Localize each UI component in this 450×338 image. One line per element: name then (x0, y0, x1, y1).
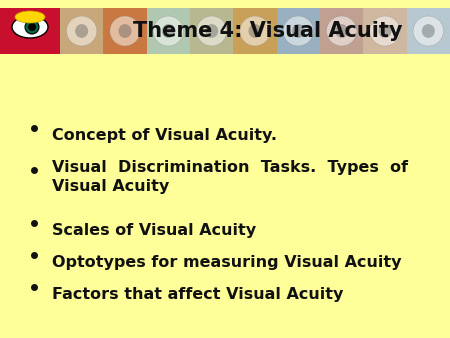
Ellipse shape (327, 16, 357, 46)
Ellipse shape (370, 16, 400, 46)
Text: Concept of Visual Acuity.: Concept of Visual Acuity. (52, 128, 277, 143)
Ellipse shape (422, 24, 435, 38)
Bar (190, 8, 234, 54)
Ellipse shape (413, 16, 444, 46)
Ellipse shape (25, 20, 39, 34)
Bar (104, 8, 147, 54)
Text: Optotypes for measuring Visual Acuity: Optotypes for measuring Visual Acuity (52, 255, 401, 270)
Ellipse shape (153, 16, 184, 46)
Ellipse shape (75, 24, 88, 38)
Bar (234, 8, 277, 54)
Ellipse shape (283, 16, 314, 46)
Ellipse shape (28, 23, 36, 31)
Ellipse shape (15, 11, 45, 23)
Bar (320, 8, 363, 54)
Bar (60, 8, 104, 54)
Ellipse shape (378, 24, 392, 38)
Ellipse shape (12, 16, 48, 38)
Ellipse shape (240, 16, 270, 46)
Bar (407, 8, 450, 54)
Text: Scales of Visual Acuity: Scales of Visual Acuity (52, 223, 256, 239)
Ellipse shape (248, 24, 261, 38)
Text: Factors that affect Visual Acuity: Factors that affect Visual Acuity (52, 287, 343, 302)
Ellipse shape (110, 16, 140, 46)
Ellipse shape (197, 16, 227, 46)
Bar (0, 8, 60, 54)
Ellipse shape (205, 24, 218, 38)
Bar (0, 0, 450, 62)
Ellipse shape (162, 24, 175, 38)
Text: Theme 4: Visual Acuity: Theme 4: Visual Acuity (133, 21, 402, 41)
Bar (363, 8, 407, 54)
Bar (147, 8, 190, 54)
Ellipse shape (118, 24, 131, 38)
Bar (277, 8, 320, 54)
Ellipse shape (292, 24, 305, 38)
Ellipse shape (67, 16, 97, 46)
Ellipse shape (335, 24, 348, 38)
Text: Visual  Discrimination  Tasks.  Types  of
Visual Acuity: Visual Discrimination Tasks. Types of Vi… (52, 160, 408, 194)
